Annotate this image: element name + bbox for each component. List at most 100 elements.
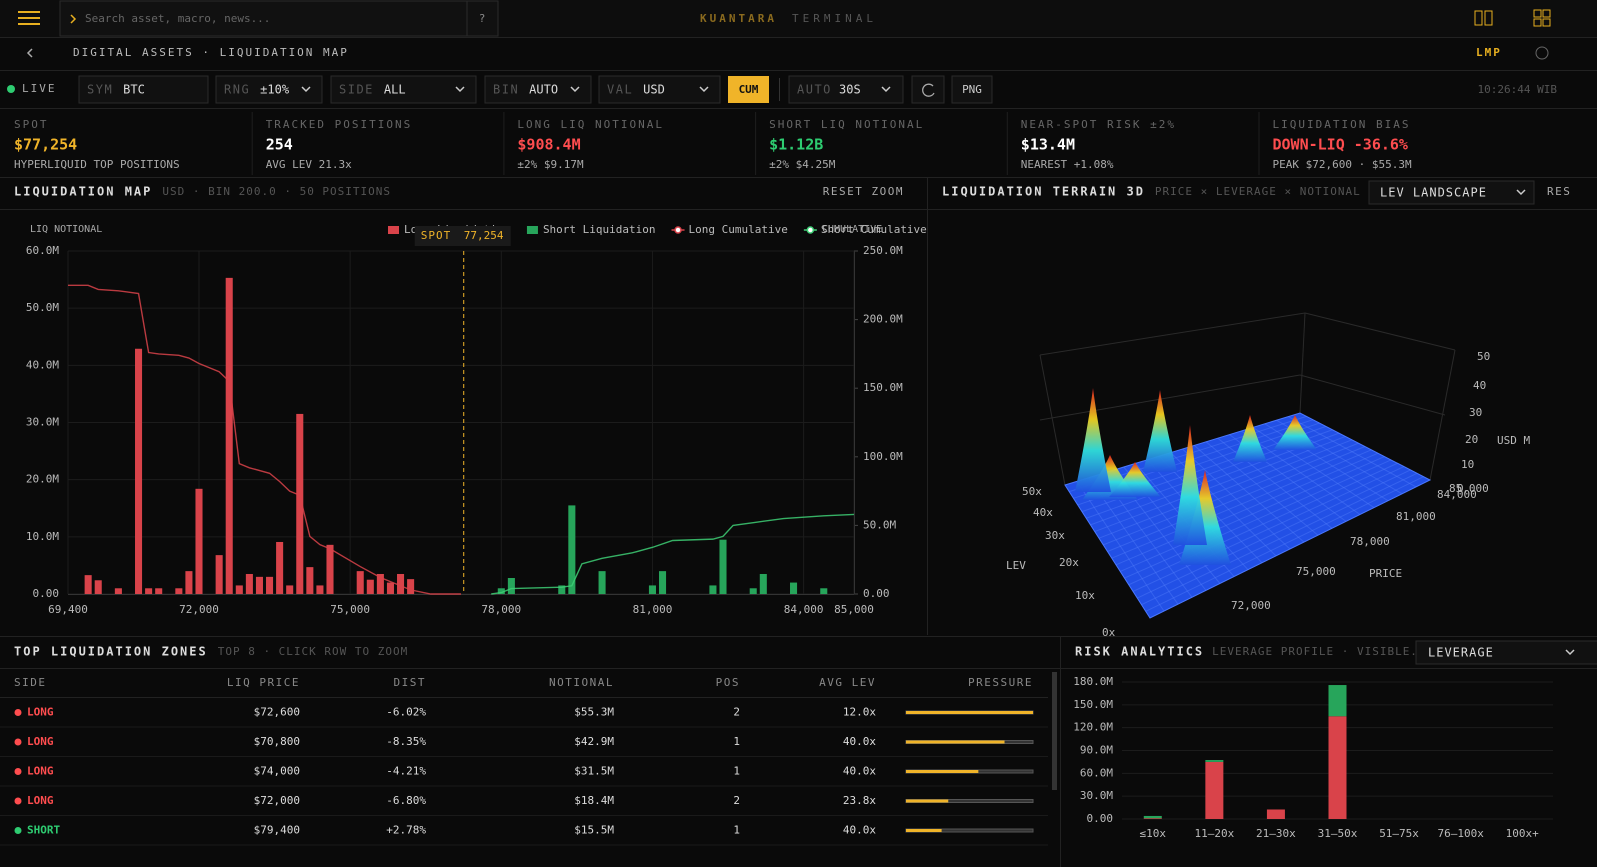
function-code: LMP — [1476, 46, 1502, 59]
terrain-mesh — [1141, 472, 1418, 606]
control-box[interactable] — [484, 75, 592, 104]
lev-cell: 23.8x — [843, 794, 876, 807]
dist-cell: +2.78% — [386, 824, 426, 837]
info-icon[interactable] — [1535, 46, 1549, 60]
z-tick-label: 10 — [1461, 458, 1474, 471]
y-tick-label: 50.0M — [26, 301, 59, 314]
y-axis-label: LIQ NOTIONAL — [30, 224, 102, 235]
bar — [266, 576, 274, 594]
chevron-icon — [1565, 649, 1575, 656]
control-box[interactable] — [330, 75, 477, 104]
chevron-icon — [699, 86, 709, 93]
bar — [145, 588, 153, 594]
lev-cell: 12.0x — [843, 706, 876, 719]
bar — [386, 582, 394, 594]
cumulative-line — [68, 284, 461, 595]
table-row[interactable] — [0, 728, 1048, 757]
bar — [376, 573, 384, 594]
side-dot — [14, 709, 22, 716]
stat-label: LONG LIQ NOTIONAL — [517, 118, 664, 131]
stat-sub: ±2% $4.25M — [769, 158, 836, 171]
y-tick-label: 60.0M — [1080, 766, 1113, 779]
dist-cell: -8.35% — [386, 735, 426, 748]
refresh-button[interactable] — [911, 75, 945, 104]
cum-button[interactable] — [728, 76, 769, 103]
bar — [276, 541, 284, 594]
lev-cell: 40.0x — [843, 765, 876, 778]
table-row[interactable] — [0, 698, 1048, 727]
stacked-bar — [1266, 809, 1285, 819]
price-axis-label: PRICE — [1369, 567, 1402, 580]
panel-title: LIQUIDATION MAP — [14, 185, 152, 199]
y2-tick-label: 50.0M — [863, 518, 896, 531]
y-tick-label: 0.00 — [33, 587, 60, 600]
chevron-icon — [1516, 189, 1526, 196]
column-header: NOTIONAL — [549, 676, 614, 689]
z-axis-label: USD M — [1497, 434, 1530, 447]
control-box[interactable] — [598, 75, 721, 104]
x-tick-label: 100x+ — [1506, 827, 1539, 840]
terrain-frame — [1299, 374, 1446, 416]
table-row[interactable] — [0, 757, 1048, 786]
mode-select[interactable] — [1368, 180, 1535, 205]
control-label: SYM — [87, 83, 113, 97]
z-tick-label: 0 — [1457, 482, 1464, 495]
stat-value: $1.12B — [769, 136, 823, 154]
scrollbar — [1052, 672, 1057, 790]
dist-cell: -6.80% — [386, 794, 426, 807]
panel-title: TOP LIQUIDATION ZONES — [14, 645, 208, 659]
x-tick-label: 84,000 — [784, 603, 824, 616]
control-value: ALL — [384, 83, 406, 97]
pos-cell: 2 — [733, 794, 740, 807]
terrain-mesh — [1128, 462, 1398, 586]
lev-cell: 40.0x — [843, 735, 876, 748]
control-label: AUTO — [797, 83, 832, 97]
terrain-mesh — [1137, 469, 1411, 599]
lev-tick-label: 0x — [1102, 626, 1116, 639]
terrain-peak — [1273, 415, 1317, 450]
pos-cell: 1 — [733, 824, 740, 837]
pressure-bar — [906, 711, 1033, 714]
bar — [245, 573, 253, 594]
legend-label: Short Cumulative — [821, 223, 927, 236]
lev-tick-label: 30x — [1045, 529, 1065, 542]
terrain-mesh — [1094, 435, 1346, 533]
bar — [155, 588, 163, 594]
column-header: AVG LEV — [819, 676, 876, 689]
chevron-icon — [455, 86, 465, 93]
lev-tick-label: 40x — [1033, 506, 1053, 519]
help-label: ? — [479, 12, 486, 25]
y-tick-label: 90.0M — [1080, 744, 1113, 757]
terrain-mesh — [1252, 426, 1375, 509]
bar — [286, 585, 294, 594]
y2-tick-label: 200.0M — [863, 313, 903, 326]
terrain-frame — [1039, 374, 1301, 421]
price-tick-label: 72,000 — [1231, 599, 1271, 612]
brand: KUANTARA — [700, 12, 777, 25]
side-cell: LONG — [27, 706, 54, 719]
terrain-mesh — [1193, 445, 1305, 543]
leverage-select[interactable] — [1415, 640, 1597, 665]
terrain-peak — [1233, 415, 1267, 462]
notional-cell: $15.5M — [574, 824, 614, 837]
table-row[interactable] — [0, 816, 1048, 845]
png-button[interactable] — [951, 75, 993, 104]
table-row[interactable] — [0, 787, 1048, 816]
search-box[interactable] — [59, 0, 468, 37]
reset-zoom[interactable]: RESET ZOOM — [823, 185, 904, 198]
help-button[interactable] — [466, 0, 499, 37]
stat-value: $908.4M — [517, 136, 580, 154]
control-box[interactable] — [78, 75, 209, 104]
control-label: BIN — [493, 83, 519, 97]
bar — [507, 577, 515, 594]
back-icon[interactable] — [26, 48, 33, 58]
stat-sub: ±2% $9.17M — [517, 158, 584, 171]
terrain-mesh — [1132, 466, 1405, 592]
legend-marker — [674, 226, 682, 234]
reset-view[interactable]: RES — [1547, 185, 1571, 198]
y2-tick-label: 150.0M — [863, 381, 903, 394]
layout-icon[interactable] — [1474, 10, 1483, 26]
price-cell: $72,600 — [254, 706, 300, 719]
spot-label: SPOT — [421, 229, 452, 242]
